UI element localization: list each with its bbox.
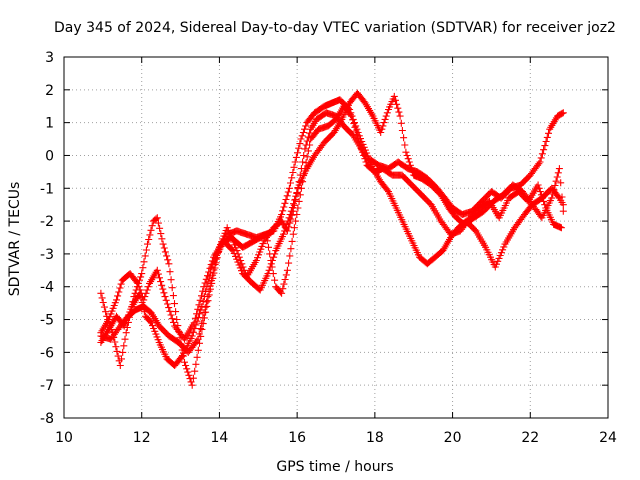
x-tick-label: 22 xyxy=(521,430,539,446)
y-tick-label: -2 xyxy=(40,214,54,230)
x-tick-label: 20 xyxy=(444,430,462,446)
y-tick-label: 0 xyxy=(45,148,54,164)
y-tick-label: -1 xyxy=(40,181,54,197)
x-tick-label: 10 xyxy=(55,430,73,446)
y-tick-label: 1 xyxy=(45,116,54,132)
y-tick-label: -3 xyxy=(40,247,54,263)
y-tick-label: -5 xyxy=(40,313,54,329)
y-tick-label: -6 xyxy=(40,345,54,361)
plot-frame xyxy=(63,56,609,419)
plus-markers-track-2 xyxy=(97,109,567,389)
y-tick-label: -4 xyxy=(40,280,54,296)
y-tick-label: 2 xyxy=(45,83,54,99)
y-axis-label: SDTVAR / TECUs xyxy=(7,182,23,297)
x-tick-labels: 10 12 14 16 18 20 22 24 xyxy=(55,430,617,446)
y-tick-label: -7 xyxy=(40,378,54,394)
data-series xyxy=(97,89,567,389)
x-tick-label: 14 xyxy=(211,430,229,446)
x-axis-label: GPS time / hours xyxy=(276,459,393,475)
series-track-4 xyxy=(97,102,565,356)
x-tick-label: 18 xyxy=(366,430,384,446)
x-tick-label: 12 xyxy=(133,430,151,446)
x-tick-label: 16 xyxy=(288,430,306,446)
x-tick-label: 24 xyxy=(599,430,617,446)
y-tick-labels: -8 -7 -6 -5 -4 -3 -2 -1 0 1 2 3 xyxy=(40,50,54,427)
y-tick-label: -8 xyxy=(40,411,54,427)
series-track-2 xyxy=(97,109,567,389)
axis-ticks xyxy=(63,56,609,419)
chart-title: Day 345 of 2024, Sidereal Day-to-day VTE… xyxy=(54,20,616,36)
plus-markers-track-4 xyxy=(97,102,565,356)
y-tick-label: 3 xyxy=(45,50,54,66)
grid-lines xyxy=(64,57,608,418)
